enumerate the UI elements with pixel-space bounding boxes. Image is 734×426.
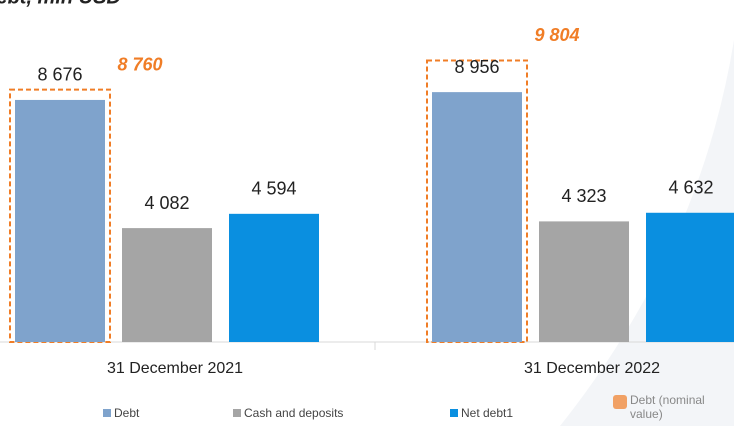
nominal-label: 8 760 [117,54,162,74]
legend-label: Debt [114,406,140,420]
bar [122,228,212,342]
legend-item: Net debt1 [450,406,513,420]
x-tick-label: 31 December 2021 [107,360,243,377]
bar [646,212,734,342]
legend-item: Debt [103,406,139,420]
value-label: 4 082 [144,193,189,213]
chart-title: Debt, mln USD [0,0,121,8]
value-label: 4 632 [668,178,713,198]
legend-swatch [103,409,111,417]
bar [432,92,522,343]
x-tick-label: 31 December 2022 [524,360,660,377]
legend-label: Net debt1 [461,406,514,420]
bar [15,99,105,342]
legend-swatch [233,409,241,417]
legend-label: Cash and deposits [244,406,344,420]
value-label: 8 956 [454,57,499,77]
legend-swatch [613,395,627,409]
bar [229,213,319,342]
legend-swatch [450,409,458,417]
bar [539,221,629,342]
value-label: 4 594 [251,179,296,199]
nominal-box [426,59,528,343]
value-label: 4 323 [561,186,606,206]
nominal-label: 9 804 [534,25,579,45]
legend-item: Cash and deposits [233,406,343,420]
legend-item: Debt (nominal value) [613,393,731,421]
legend-label: Debt (nominal value) [630,393,705,421]
value-label: 8 676 [37,65,82,85]
